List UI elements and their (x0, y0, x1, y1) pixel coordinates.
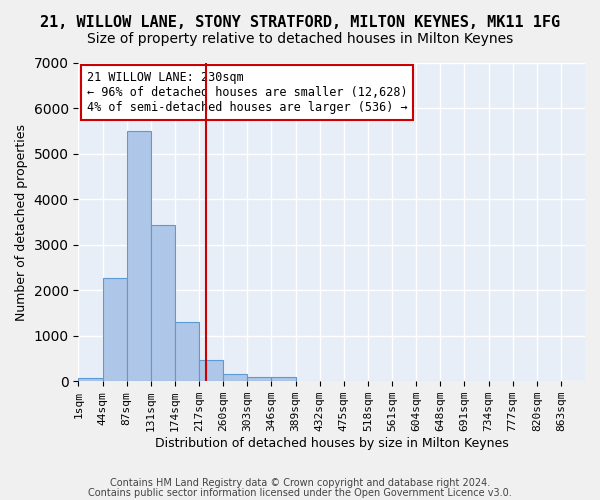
Bar (103, 278, 127, 381)
Bar (199, 360, 223, 381)
Text: Size of property relative to detached houses in Milton Keynes: Size of property relative to detached ho… (87, 32, 513, 46)
Y-axis label: Number of detached properties: Number of detached properties (15, 124, 28, 320)
Bar (127, 131, 151, 381)
Text: Contains HM Land Registry data © Crown copyright and database right 2024.: Contains HM Land Registry data © Crown c… (110, 478, 490, 488)
Text: 21 WILLOW LANE: 230sqm
← 96% of detached houses are smaller (12,628)
4% of semi-: 21 WILLOW LANE: 230sqm ← 96% of detached… (87, 72, 407, 114)
Bar (223, 374, 247, 381)
Bar (151, 226, 175, 381)
X-axis label: Distribution of detached houses by size in Milton Keynes: Distribution of detached houses by size … (155, 437, 509, 450)
Bar (175, 322, 199, 381)
Bar (271, 377, 296, 381)
Text: Contains public sector information licensed under the Open Government Licence v3: Contains public sector information licen… (88, 488, 512, 498)
Bar (247, 377, 271, 381)
Bar (79, 378, 103, 381)
Text: 21, WILLOW LANE, STONY STRATFORD, MILTON KEYNES, MK11 1FG: 21, WILLOW LANE, STONY STRATFORD, MILTON… (40, 15, 560, 30)
